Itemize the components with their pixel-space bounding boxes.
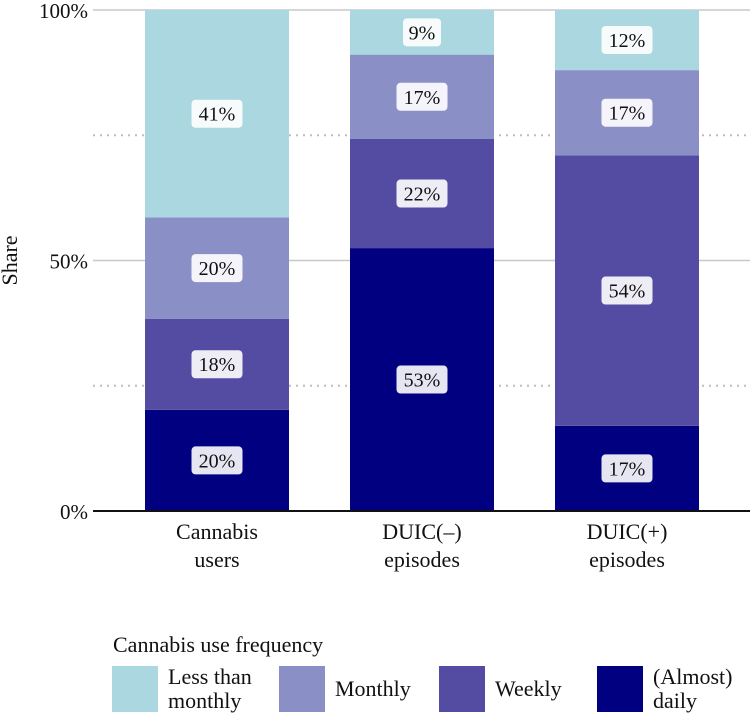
data-label: 53%: [404, 370, 441, 392]
x-tick-label: DUIC(–) episodes: [382, 519, 461, 572]
x-tick-label-line: DUIC(+): [587, 519, 668, 544]
data-label-box: [403, 18, 441, 47]
legend-label: Monthly: [335, 676, 411, 701]
data-label-box: [601, 98, 653, 127]
bars-layer: [145, 10, 699, 512]
data-labels-layer: 20% 18% 20% 41% 53% 22% 17% 9% 17% 54% 17% 12%: [191, 18, 653, 483]
legend-item-almost-daily: (Almost)daily: [597, 664, 732, 713]
legend-key-swatch: [279, 666, 325, 712]
legend-item-monthly: Monthly: [279, 666, 411, 712]
legend-title: Cannabis use frequency: [113, 632, 323, 657]
legend-key-swatch: [112, 666, 158, 712]
data-label-box: [396, 82, 448, 111]
legend-label: daily: [653, 688, 697, 713]
data-label: 22%: [404, 184, 441, 206]
legend-label: (Almost): [653, 664, 732, 689]
data-label-box: [396, 179, 448, 208]
data-label: 12%: [609, 30, 646, 52]
data-label: 41%: [199, 104, 236, 126]
y-axis-title: Share: [0, 235, 22, 285]
data-label-box: [191, 350, 243, 379]
y-tick-label: 50%: [50, 250, 89, 274]
data-label: 17%: [404, 87, 441, 109]
legend-label: Less than: [168, 664, 252, 689]
x-tick-label: DUIC(+) episodes: [587, 519, 668, 572]
data-label: 17%: [609, 458, 646, 480]
axis-layer: 0% 50% 100% Share Cannabis users DUIC(–) episod…: [0, 0, 750, 572]
y-tick-label: 0%: [60, 500, 88, 524]
x-tick-label-line: Cannabis: [176, 519, 258, 544]
legend-item-weekly: Weekly: [439, 666, 562, 712]
x-tick-label-line: users: [194, 547, 239, 572]
y-tick-label: 100%: [39, 0, 88, 23]
x-tick-label-line: episodes: [384, 547, 460, 572]
data-label-box: [191, 446, 243, 475]
data-label-box: [191, 99, 243, 128]
legend-label: Weekly: [495, 676, 562, 701]
data-label: 17%: [609, 103, 646, 125]
legend-key-swatch: [597, 666, 643, 712]
data-label-box: [601, 26, 653, 55]
data-label: 20%: [199, 258, 236, 280]
data-label: 54%: [609, 281, 646, 303]
x-tick-label-line: episodes: [589, 547, 665, 572]
data-label: 9%: [409, 22, 436, 44]
x-tick-label-line: DUIC(–): [382, 519, 461, 544]
legend-key-swatch: [439, 666, 485, 712]
data-label: 20%: [199, 450, 236, 472]
data-label-box: [601, 276, 653, 305]
data-label: 18%: [199, 354, 236, 376]
legend-label: monthly: [168, 688, 241, 713]
data-label-box: [396, 365, 448, 394]
data-label-box: [601, 454, 653, 483]
data-label-box: [191, 254, 243, 283]
x-tick-label: Cannabis users: [176, 519, 258, 572]
